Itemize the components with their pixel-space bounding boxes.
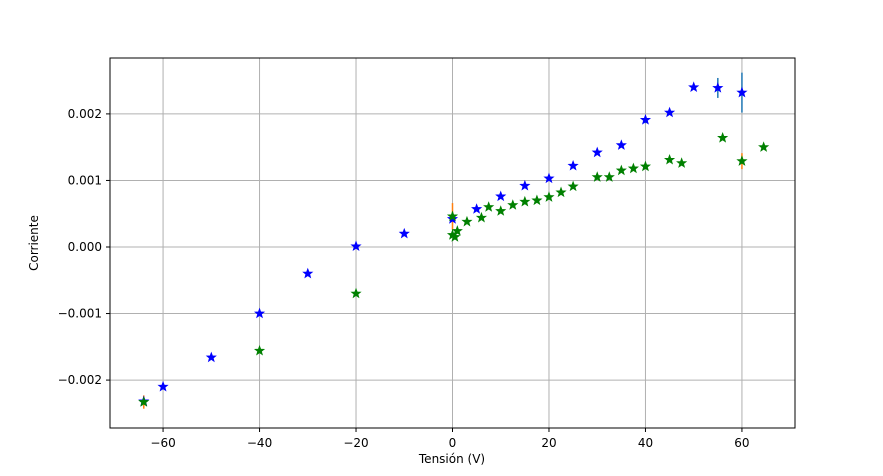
data-point-s2 bbox=[591, 171, 603, 182]
data-point-s2 bbox=[543, 191, 555, 202]
x-tick-label: 20 bbox=[541, 436, 556, 450]
x-tick-label: 60 bbox=[734, 436, 749, 450]
y-axis-label: Corriente bbox=[27, 215, 41, 271]
y-tick-label: 0.000 bbox=[68, 240, 102, 254]
x-axis-label: Tensión (V) bbox=[418, 452, 485, 466]
axis-ticks: −60 −40 −20 0 20 40 60 −0.002 −0.001 0.000 0.001 0.… bbox=[58, 107, 750, 450]
data-point-s1 bbox=[205, 351, 217, 363]
data-point-s2 bbox=[475, 211, 488, 223]
data-point-s2 bbox=[676, 157, 688, 168]
data-point-s1 bbox=[471, 203, 483, 214]
data-point-s1 bbox=[567, 159, 579, 171]
data-point-s1 bbox=[615, 139, 627, 150]
x-tick-label: −40 bbox=[247, 436, 272, 450]
data-point-s2 bbox=[483, 201, 495, 212]
data-point-s1 bbox=[712, 82, 724, 93]
x-tick-label: −20 bbox=[343, 436, 368, 450]
data-point-s2 bbox=[567, 180, 579, 192]
y-tick-label: 0.002 bbox=[68, 107, 102, 121]
data-point-s2 bbox=[531, 194, 543, 206]
data-markers bbox=[138, 81, 770, 407]
data-point-s2 bbox=[736, 155, 748, 166]
data-point-s2 bbox=[758, 141, 770, 152]
data-point-s2 bbox=[446, 210, 459, 222]
data-point-s1 bbox=[736, 86, 748, 98]
data-point-s1 bbox=[302, 267, 314, 279]
data-point-s1 bbox=[350, 240, 362, 252]
data-point-s2 bbox=[717, 132, 729, 143]
data-point-s1 bbox=[591, 146, 603, 158]
data-point-s2 bbox=[603, 171, 615, 182]
data-point-s2 bbox=[639, 160, 652, 172]
data-point-s2 bbox=[627, 162, 639, 174]
data-point-s2 bbox=[350, 287, 362, 299]
data-point-s1 bbox=[688, 81, 700, 93]
data-point-s2 bbox=[507, 199, 519, 210]
data-point-s1 bbox=[664, 106, 676, 118]
data-point-s2 bbox=[451, 225, 463, 236]
y-tick-label: −0.002 bbox=[58, 373, 102, 387]
data-point-s2 bbox=[461, 215, 473, 227]
data-point-s1 bbox=[543, 172, 555, 184]
data-point-s2 bbox=[253, 344, 266, 356]
data-point-s1 bbox=[398, 227, 410, 239]
x-tick-label: 0 bbox=[449, 436, 457, 450]
x-tick-label: 40 bbox=[638, 436, 653, 450]
data-point-s2 bbox=[555, 186, 567, 198]
y-tick-label: −0.001 bbox=[58, 307, 102, 321]
data-point-s2 bbox=[138, 396, 150, 407]
data-point-s1 bbox=[253, 307, 266, 319]
data-point-s2 bbox=[519, 195, 531, 207]
data-point-s1 bbox=[639, 114, 652, 125]
x-tick-label: −60 bbox=[150, 436, 175, 450]
data-point-s1 bbox=[495, 190, 507, 202]
plot-frame bbox=[109, 57, 796, 429]
data-point-s1 bbox=[519, 179, 531, 191]
data-point-s2 bbox=[449, 231, 461, 242]
data-point-s1 bbox=[157, 380, 169, 392]
data-point-s2 bbox=[664, 153, 676, 165]
data-point-s2 bbox=[495, 205, 507, 216]
y-tick-label: 0.001 bbox=[68, 173, 102, 187]
data-point-s2 bbox=[615, 164, 627, 176]
